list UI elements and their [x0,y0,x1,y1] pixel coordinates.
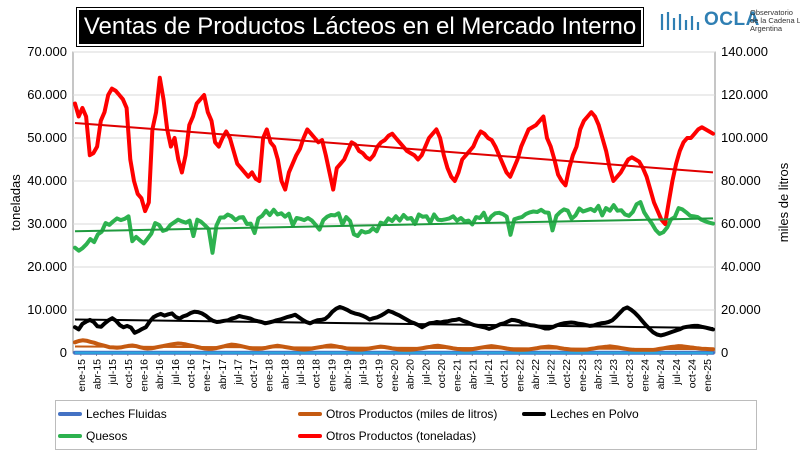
x-tick-label: jul-24 [671,359,683,386]
trend-line [74,217,714,233]
x-tick-label: jul-15 [107,359,119,386]
x-tick-label: ene-18 [264,359,276,392]
x-tick-label: jul-19 [358,359,370,386]
trend-line [74,345,714,351]
x-tick-label: ene-22 [514,359,526,392]
x-tick-label: oct-20 [436,359,448,388]
series-line [73,305,715,338]
y-axis-label-left: toneladas [8,174,23,231]
plot-area [72,51,716,354]
x-tick-label: ene-24 [640,359,652,392]
x-tick-label: ene-20 [389,359,401,392]
y-tick-label-left: 50.000 [27,130,67,145]
x-tick-label: jul-17 [232,359,244,386]
x-tick-label: jul-20 [420,359,432,386]
legend-swatch [58,412,82,416]
y-tick-label-right: 40.000 [721,259,761,274]
x-tick-label: jul-21 [483,359,495,386]
x-tick-label: oct-22 [561,359,573,388]
legend-item: Otros Productos (toneladas) [298,429,476,443]
x-tick-label: ene-15 [76,359,88,392]
logo-line-3: Argentina [750,24,783,33]
ocla-logo: OCLA Observatorio de la Cadena Láctea Ar… [660,8,800,40]
legend-swatch [522,412,546,416]
x-tick-label: abr-19 [342,359,354,390]
y-tick-label-left: 40.000 [27,173,67,188]
x-tick-label: ene-23 [577,359,589,392]
legend-swatch [298,434,322,438]
y-tick-label-left: 10.000 [27,302,67,317]
x-tick-label: ene-21 [452,359,464,392]
x-tick-label: jul-22 [546,359,558,386]
y-tick-label-right: 0 [721,345,728,360]
y-tick-label-right: 60.000 [721,216,761,231]
y-tick-label-left: 20.000 [27,259,67,274]
trend-line [74,318,714,330]
line-chart: 0 0 10.000 20.000 20.000 40.000 30.000 60.000 40… [8,44,791,392]
x-tick-label: abr-24 [655,359,667,390]
chart-legend: Leches Fluidas Otros Productos (miles de … [55,400,757,450]
y-tick-label-right: 20.000 [721,302,761,317]
legend-item: Quesos [58,429,127,443]
x-tick-label: jul-16 [170,359,182,386]
x-tick-label: jul-23 [608,359,620,386]
logo-word: OCLA [704,9,760,30]
x-tick-label: oct-17 [248,359,260,388]
legend-item: Leches en Polvo [522,407,639,421]
x-tick-label: abr-15 [91,359,103,390]
y-tick-label-left: 70.000 [27,44,67,59]
y-tick-label-left: 0 [60,345,67,360]
y-axis-label-right: miles de litros [776,162,791,242]
legend-swatch [298,412,322,416]
legend-label: Leches en Polvo [550,407,639,421]
series-line [73,200,715,255]
x-tick-label: abr-20 [405,359,417,390]
x-tick-label: abr-21 [467,359,479,390]
x-tick-label: ene-19 [326,359,338,392]
x-tick-label: oct-18 [311,359,323,388]
y-tick-label-right: 100.000 [721,130,768,145]
y-tick-label-left: 60.000 [27,87,67,102]
x-tick-label: abr-18 [279,359,291,390]
y-tick-label-right: 120.000 [721,87,768,102]
x-tick-label: abr-23 [593,359,605,390]
x-tick-label: oct-16 [185,359,197,388]
legend-item: Otros Productos (miles de litros) [298,407,497,421]
logo-line-2: de la Cadena Láctea [750,16,800,25]
legend-item: Leches Fluidas [58,407,167,421]
trend-line [74,121,714,174]
legend-label: Otros Productos (miles de litros) [326,407,498,421]
x-tick-label: ene-17 [201,359,213,392]
legend-label: Quesos [86,429,128,443]
y-tick-label-right: 140.000 [721,44,768,59]
x-tick-label: oct-23 [624,359,636,388]
legend-label: Otros Productos (toneladas) [326,429,477,443]
y-tick-label-left: 30.000 [27,216,67,231]
x-tick-label: oct-21 [499,359,511,388]
x-tick-label: oct-24 [687,359,699,388]
logo-line-1: Observatorio [750,8,793,17]
x-tick-label: abr-22 [530,359,542,390]
x-tick-label: oct-15 [123,359,135,388]
y-tick-label-right: 80.000 [721,173,761,188]
ocla-wave-icon [660,12,700,30]
series-line [73,75,715,226]
x-tick-label: ene-25 [702,359,714,392]
x-tick-label: ene-16 [138,359,150,392]
legend-swatch [58,434,82,438]
x-tick-label: abr-16 [154,359,166,390]
x-tick-label: jul-18 [295,359,307,386]
chart-title: Ventas de Productos Lácteos en el Mercad… [77,8,643,46]
x-tick-label: abr-17 [217,359,229,390]
x-tick-label: oct-19 [373,359,385,388]
legend-label: Leches Fluidas [86,407,167,421]
